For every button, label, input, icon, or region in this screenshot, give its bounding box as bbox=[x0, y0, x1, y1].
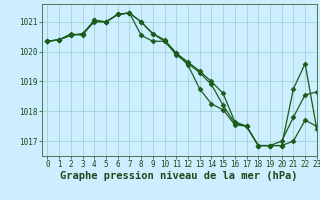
X-axis label: Graphe pression niveau de la mer (hPa): Graphe pression niveau de la mer (hPa) bbox=[60, 171, 298, 181]
